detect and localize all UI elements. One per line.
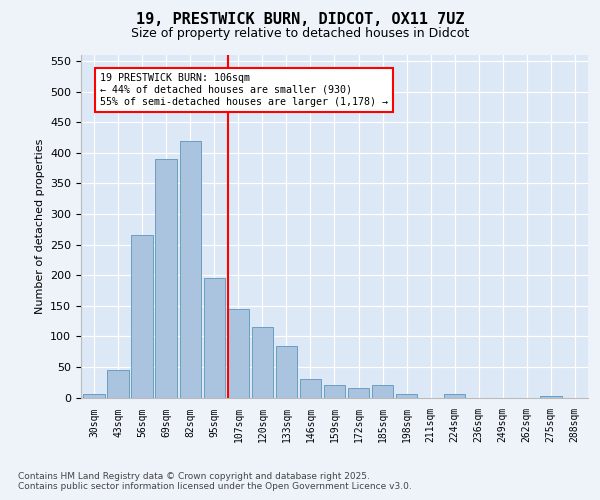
Bar bbox=[299, 379, 321, 398]
Bar bbox=[227, 309, 249, 398]
Text: 19 PRESTWICK BURN: 106sqm
← 44% of detached houses are smaller (930)
55% of semi: 19 PRESTWICK BURN: 106sqm ← 44% of detac… bbox=[100, 74, 388, 106]
Text: Size of property relative to detached houses in Didcot: Size of property relative to detached ho… bbox=[131, 28, 469, 40]
Bar bbox=[275, 346, 297, 398]
Text: Contains public sector information licensed under the Open Government Licence v3: Contains public sector information licen… bbox=[18, 482, 412, 491]
Bar bbox=[83, 394, 105, 398]
Bar bbox=[396, 394, 418, 398]
Bar bbox=[540, 396, 562, 398]
Bar bbox=[203, 278, 225, 398]
Y-axis label: Number of detached properties: Number of detached properties bbox=[35, 138, 44, 314]
Bar bbox=[131, 236, 153, 398]
Bar bbox=[444, 394, 466, 398]
Text: 19, PRESTWICK BURN, DIDCOT, OX11 7UZ: 19, PRESTWICK BURN, DIDCOT, OX11 7UZ bbox=[136, 12, 464, 28]
Text: Contains HM Land Registry data © Crown copyright and database right 2025.: Contains HM Land Registry data © Crown c… bbox=[18, 472, 370, 481]
Bar bbox=[323, 386, 346, 398]
Bar bbox=[372, 386, 394, 398]
Bar bbox=[348, 388, 370, 398]
Bar bbox=[155, 159, 177, 398]
Bar bbox=[251, 327, 273, 398]
Bar bbox=[107, 370, 129, 398]
Bar bbox=[179, 140, 201, 398]
